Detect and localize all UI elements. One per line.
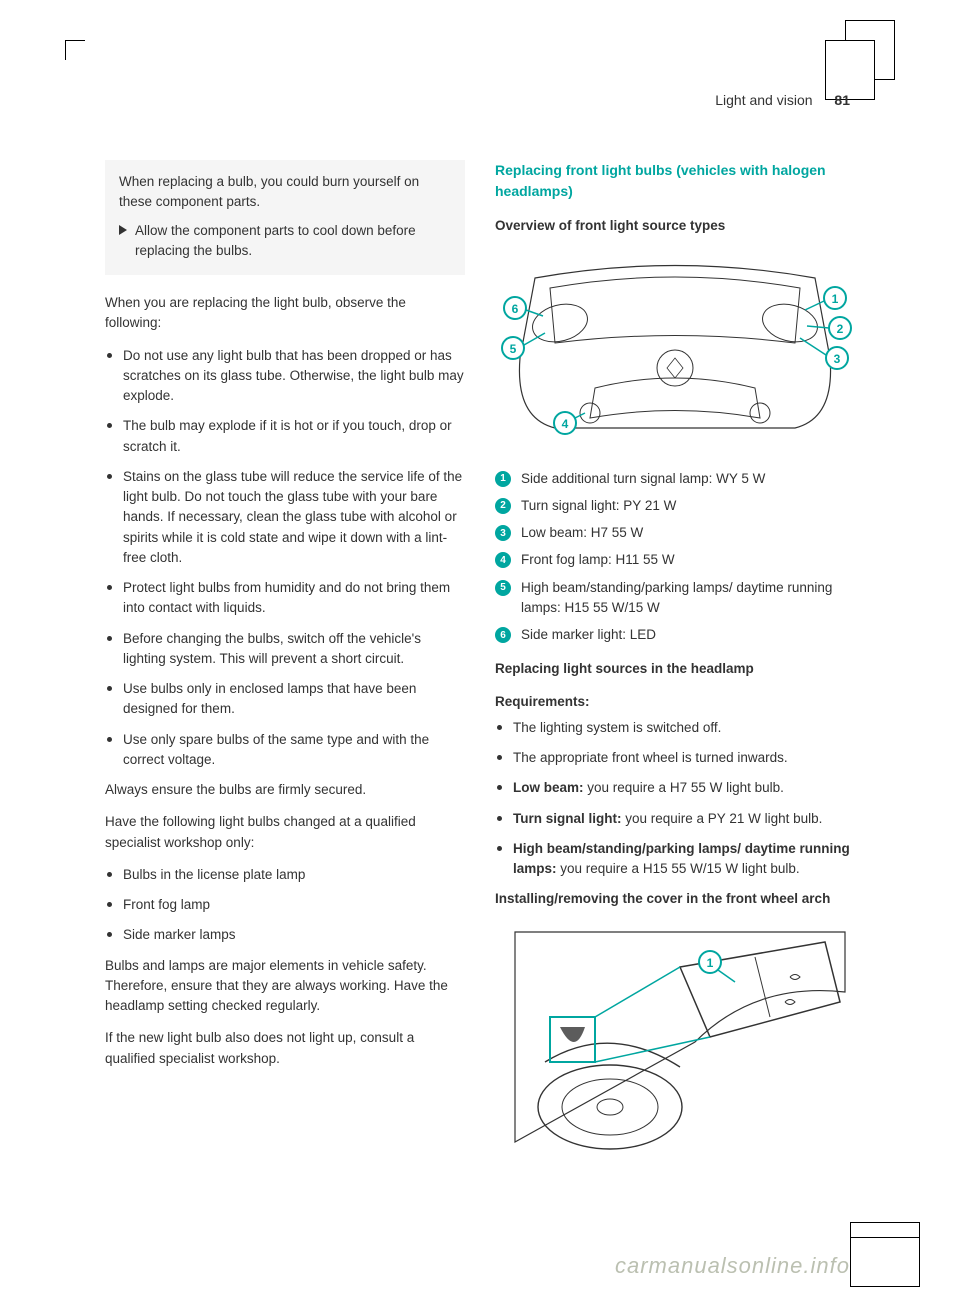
req-text: you require a H15 55 W/15 W light bulb. xyxy=(557,861,800,876)
list-item: Front fog lamp xyxy=(105,895,465,915)
crop-box-bottom-right-inner xyxy=(850,1237,920,1287)
warning-action: Allow the component parts to cool down b… xyxy=(119,221,451,262)
front-vehicle-figure: 1 2 3 4 5 6 xyxy=(495,248,855,448)
list-item: Bulbs in the license plate lamp xyxy=(105,865,465,885)
svg-text:6: 6 xyxy=(512,302,519,316)
list-item: Use bulbs only in enclosed lamps that ha… xyxy=(105,679,465,720)
req-bold: Turn signal light: xyxy=(513,811,622,826)
subheading-replacing: Replacing light sources in the headlamp xyxy=(495,659,855,679)
callout-item: 4 Front fog lamp: H11 55 W xyxy=(495,550,855,570)
svg-text:1: 1 xyxy=(707,956,714,970)
intro-paragraph: When you are replacing the light bulb, o… xyxy=(105,293,465,334)
req-text: you require a H7 55 W light bulb. xyxy=(584,780,784,795)
list-item: High beam/standing/parking lamps/ daytim… xyxy=(495,839,855,880)
callout-item: 2 Turn signal light: PY 21 W xyxy=(495,496,855,516)
requirements-label: Requirements: xyxy=(495,692,855,712)
workshop-list: Bulbs in the license plate lamp Front fo… xyxy=(105,865,465,946)
list-item: Low beam: you require a H7 55 W light bu… xyxy=(495,778,855,798)
list-item: Do not use any light bulb that has been … xyxy=(105,346,465,407)
svg-text:3: 3 xyxy=(834,352,841,366)
safety-paragraph: Bulbs and lamps are major elements in ve… xyxy=(105,956,465,1017)
watermark: carmanualsonline.info xyxy=(615,1249,850,1282)
req-text: The appropriate front wheel is turned in… xyxy=(513,750,788,765)
section-heading: Replacing front light bulbs (vehicles wi… xyxy=(495,160,855,202)
requirements-list: The lighting system is switched off. The… xyxy=(495,718,855,880)
warning-text: When replacing a bulb, you could burn yo… xyxy=(119,172,451,213)
consult-paragraph: If the new light bulb also does not ligh… xyxy=(105,1028,465,1069)
callout-text: Low beam: H7 55 W xyxy=(521,523,643,543)
warning-action-text: Allow the component parts to cool down b… xyxy=(135,221,451,262)
content-columns: When replacing a bulb, you could burn yo… xyxy=(105,160,855,1172)
callout-text: Front fog lamp: H11 55 W xyxy=(521,550,675,570)
callout-item: 1 Side additional turn signal lamp: WY 5 … xyxy=(495,469,855,489)
list-item: Before changing the bulbs, switch off th… xyxy=(105,629,465,670)
wheel-arch-figure: 1 xyxy=(495,922,855,1152)
callout-text: Turn signal light: PY 21 W xyxy=(521,496,676,516)
right-column: Replacing front light bulbs (vehicles wi… xyxy=(495,160,855,1172)
callout-num-icon: 1 xyxy=(495,471,511,487)
section-title: Light and vision xyxy=(715,92,812,108)
list-item: Stains on the glass tube will reduce the… xyxy=(105,467,465,568)
callout-num-icon: 5 xyxy=(495,580,511,596)
observe-list: Do not use any light bulb that has been … xyxy=(105,346,465,771)
list-item: Use only spare bulbs of the same type an… xyxy=(105,730,465,771)
warning-box: When replacing a bulb, you could burn yo… xyxy=(105,160,465,275)
subheading-wheel-arch: Installing/removing the cover in the fro… xyxy=(495,889,855,909)
workshop-intro: Have the following light bulbs changed a… xyxy=(105,812,465,853)
triangle-icon xyxy=(119,225,127,235)
callout-item: 3 Low beam: H7 55 W xyxy=(495,523,855,543)
secured-paragraph: Always ensure the bulbs are firmly secur… xyxy=(105,780,465,800)
svg-text:1: 1 xyxy=(832,292,839,306)
list-item: The bulb may explode if it is hot or if … xyxy=(105,416,465,457)
list-item: Turn signal light: you require a PY 21 W… xyxy=(495,809,855,829)
list-item: Side marker lamps xyxy=(105,925,465,945)
callout-item: 5 High beam/standing/parking lamps/ dayti… xyxy=(495,578,855,619)
callout-list: 1 Side additional turn signal lamp: WY 5 … xyxy=(495,469,855,646)
svg-text:2: 2 xyxy=(837,322,844,336)
callout-text: Side marker light: LED xyxy=(521,625,656,645)
callout-num-icon: 4 xyxy=(495,552,511,568)
req-text: you require a PY 21 W light bulb. xyxy=(622,811,823,826)
subheading-overview: Overview of front light source types xyxy=(495,216,855,236)
req-text: The lighting system is switched off. xyxy=(513,720,721,735)
callout-num-icon: 2 xyxy=(495,498,511,514)
list-item: Protect light bulbs from humidity and do… xyxy=(105,578,465,619)
callout-num-icon: 3 xyxy=(495,525,511,541)
svg-text:4: 4 xyxy=(562,417,569,431)
page-header: Light and vision 81 xyxy=(715,90,850,111)
callout-item: 6 Side marker light: LED xyxy=(495,625,855,645)
page-number: 81 xyxy=(834,92,850,108)
callout-text: Side additional turn signal lamp: WY 5 W xyxy=(521,469,765,489)
callout-num-icon: 6 xyxy=(495,627,511,643)
left-column: When replacing a bulb, you could burn yo… xyxy=(105,160,465,1172)
crop-mark-top-left xyxy=(65,40,85,60)
list-item: The appropriate front wheel is turned in… xyxy=(495,748,855,768)
svg-text:5: 5 xyxy=(510,342,517,356)
req-bold: Low beam: xyxy=(513,780,584,795)
list-item: The lighting system is switched off. xyxy=(495,718,855,738)
callout-text: High beam/standing/parking lamps/ daytim… xyxy=(521,578,855,619)
